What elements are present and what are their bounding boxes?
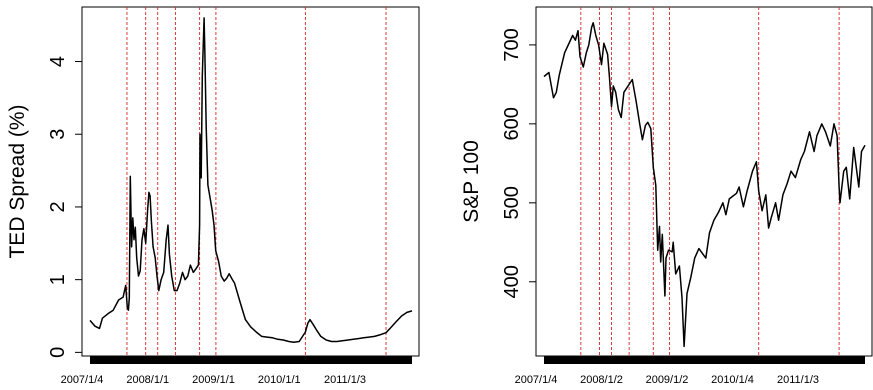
y-tick-label: 4 [47, 56, 69, 67]
y-tick-label: 400 [501, 265, 523, 298]
y-tick-label: 600 [501, 107, 523, 140]
x-tick-label: 2010/1/1 [258, 374, 301, 385]
y-tick-label: 500 [501, 186, 523, 219]
x-tick-label: 2007/1/4 [515, 374, 558, 385]
x-tick-label: 2008/1/2 [580, 374, 623, 385]
x-axis-tick-strip [90, 356, 412, 364]
y-axis-label: TED Spread (%) [6, 104, 29, 258]
plot-frame [81, 6, 420, 357]
plot-frame [535, 6, 873, 357]
y-tick-label: 3 [47, 129, 69, 140]
series-line-1 [89, 17, 413, 343]
x-tick-label: 2011/1/3 [777, 374, 819, 385]
chart-panel-1: 0 1 2 3 4 TED Spread (%) 2007/1/4 2008/1/1 2009/… [6, 6, 420, 386]
y-tick-label: 1 [47, 274, 69, 285]
x-tick-label: 2010/1/4 [711, 374, 754, 385]
chart-panel-2: 400 500 600 700 S&P 100 2007/1/4 2008/1/2 2009/… [460, 6, 873, 386]
x-tick-label: 2007/1/4 [61, 374, 104, 385]
x-tick-label: 2008/1/1 [126, 374, 169, 385]
y-tick-label: 0 [47, 347, 69, 358]
y-tick-label: 2 [47, 201, 69, 212]
y-tick-label: 700 [501, 28, 523, 61]
x-tick-label: 2009/1/1 [192, 374, 235, 385]
x-tick-label: 2009/1/2 [646, 374, 689, 385]
y-axis-label: S&P 100 [460, 140, 483, 223]
x-axis-tick-strip [544, 356, 865, 364]
series-line-1 [543, 22, 866, 348]
x-tick-label: 2011/1/3 [324, 374, 366, 385]
